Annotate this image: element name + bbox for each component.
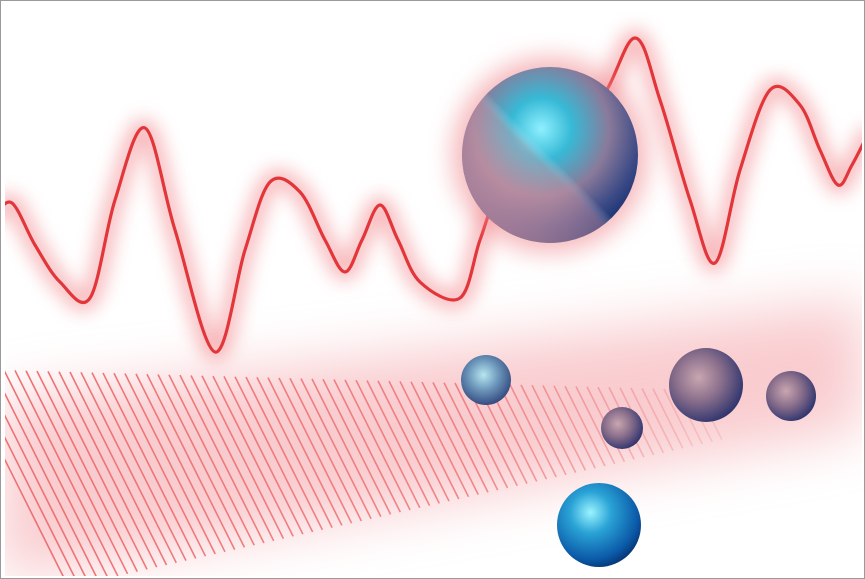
hatch-line <box>124 373 216 555</box>
hatch-line <box>531 384 577 473</box>
hatch-line <box>355 379 421 509</box>
hatch-line <box>5 458 64 576</box>
hatch-line <box>652 388 684 449</box>
hatch-line <box>289 377 363 522</box>
hatch-line <box>58 371 158 568</box>
hatch-line <box>553 385 596 469</box>
hatch-line <box>278 377 353 524</box>
hatch-line <box>113 372 207 557</box>
hatch-line <box>69 371 168 566</box>
small-sphere <box>669 348 743 422</box>
hatch-line <box>80 371 177 564</box>
hatch-line <box>399 381 460 500</box>
small-sphere <box>766 371 816 421</box>
hatch-line <box>179 374 265 544</box>
hatch-line <box>322 378 392 515</box>
big-sphere-shade <box>462 67 638 243</box>
hatch-line <box>377 380 441 504</box>
hatch-line <box>25 370 129 575</box>
hatch-line <box>663 388 694 447</box>
hatch-line <box>575 386 616 465</box>
hatch-line <box>443 382 499 491</box>
hatch-line <box>212 375 294 537</box>
hatch-line <box>366 380 431 506</box>
hatch-line <box>5 370 108 576</box>
small-sphere <box>461 355 511 405</box>
hatch-line <box>432 382 489 493</box>
hatch-line <box>520 384 567 476</box>
pink-band <box>5 300 862 576</box>
hatch-line <box>223 376 304 535</box>
hatch-line <box>234 376 314 533</box>
hatch-line <box>498 383 548 480</box>
hatch-line <box>168 374 255 546</box>
hatch-line <box>388 380 450 502</box>
hatch-line <box>344 379 411 511</box>
hatch-line <box>256 376 333 528</box>
hatch-line <box>146 373 236 550</box>
wave <box>5 36 862 354</box>
hatch-line <box>36 370 138 572</box>
hatch-line <box>5 436 75 576</box>
hatch-line <box>267 377 343 526</box>
hatch-line <box>5 392 97 576</box>
hatch-line <box>5 414 86 576</box>
hatch-line <box>157 374 246 548</box>
hatch-line <box>564 385 606 467</box>
hatch-line <box>630 387 665 454</box>
hatch-line <box>245 376 324 531</box>
small-sphere <box>601 407 643 449</box>
hatch-lines <box>5 370 723 576</box>
small-sphere <box>557 483 641 567</box>
hatch-line <box>542 385 587 471</box>
hatch-line <box>190 375 275 542</box>
hatch-line <box>135 373 226 553</box>
hatch-line <box>300 378 372 520</box>
hatch-line <box>421 381 479 495</box>
hatch-line <box>333 379 402 513</box>
hatch-line <box>641 387 674 451</box>
hatch-line <box>14 370 119 576</box>
hatch-line <box>91 372 187 561</box>
hatch-line <box>509 384 557 478</box>
hatch-line <box>410 381 470 498</box>
hatch-line <box>201 375 285 539</box>
artwork <box>5 28 862 576</box>
hatch-line <box>454 382 509 489</box>
hatch-line <box>102 372 197 559</box>
hatch-line <box>47 371 148 570</box>
hatch-line <box>311 378 382 517</box>
